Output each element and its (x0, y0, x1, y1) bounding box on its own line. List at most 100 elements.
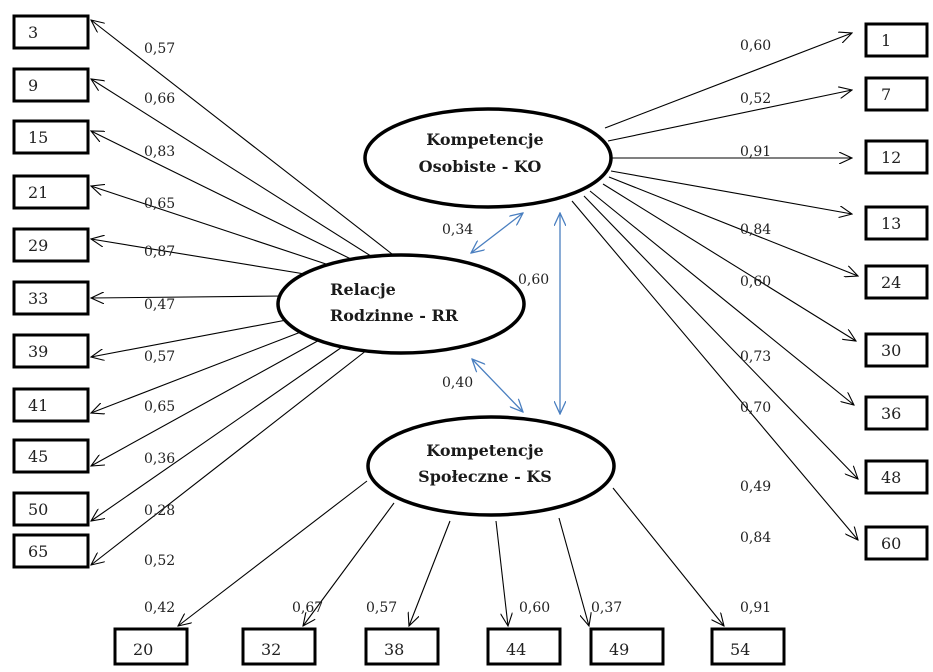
latent-ks-label-line2: Społeczne - KS (418, 467, 552, 486)
loading-arrow-ko-1 (604, 33, 852, 129)
indicator-box-48-label: 48 (881, 468, 901, 487)
loading-label-ks-49: 0,37 (591, 600, 622, 616)
indicator-box-50: 50 (12, 491, 90, 527)
indicator-box-1-frame (864, 22, 929, 58)
indicator-box-65: 65 (12, 533, 90, 569)
indicator-box-39: 39 (12, 333, 90, 369)
loading-label-rr-29: 0,87 (144, 244, 175, 260)
loading-arrow-ko-24 (608, 176, 858, 276)
loading-label-ko-13: 0,84 (740, 222, 771, 238)
latent-ko-label-line2: Osobiste - KO (419, 157, 542, 176)
indicator-box-32-label: 32 (261, 640, 281, 659)
loading-arrow-ks-54 (612, 487, 724, 626)
indicator-box-15-label: 15 (28, 128, 48, 147)
indicator-box-3-label: 3 (28, 23, 38, 42)
indicator-box-33-label: 33 (28, 289, 48, 308)
indicator-box-60: 60 (864, 525, 929, 561)
latent-ko-label-line1: Kompetencje (426, 130, 543, 149)
loading-label-ko-30: 0,73 (740, 349, 771, 365)
loading-arrow-rr-39 (91, 317, 298, 357)
loading-label-ks-38: 0,57 (366, 600, 397, 616)
loading-arrow-rr-15 (91, 131, 360, 264)
indicator-box-41: 41 (12, 387, 90, 423)
loading-arrow-ko-7 (607, 90, 852, 142)
indicator-box-49-label: 49 (609, 640, 629, 659)
loading-label-ks-32: 0,67 (292, 600, 323, 616)
loading-arrow-rr-65 (91, 349, 368, 565)
loading-label-rr-9: 0,66 (144, 91, 175, 107)
indicator-box-29-label: 29 (28, 236, 48, 255)
loading-label-ks-44: 0,60 (519, 600, 550, 616)
correlation-arrows (471, 213, 560, 414)
indicator-box-39-label: 39 (28, 342, 48, 361)
loading-label-ko-24: 0,60 (740, 274, 771, 290)
latent-ks: Kompetencje Społeczne - KS (366, 415, 616, 517)
indicator-box-9: 9 (12, 67, 90, 103)
indicator-box-20-label: 20 (133, 640, 153, 659)
indicator-box-48-frame (864, 459, 929, 495)
indicator-box-24-label: 24 (881, 273, 901, 292)
indicator-box-60-label: 60 (881, 534, 901, 553)
indicator-box-49-frame (589, 627, 665, 666)
indicator-box-30-label: 30 (881, 341, 901, 360)
correlation-arrow-rr-ks (472, 359, 523, 412)
indicator-box-36: 36 (864, 395, 929, 431)
loading-arrow-ks-44 (495, 520, 508, 626)
indicator-box-3: 3 (12, 14, 90, 50)
indicator-box-12-label: 12 (881, 148, 901, 167)
indicator-box-3-frame (12, 14, 90, 50)
indicator-box-65-frame (12, 533, 90, 569)
indicator-box-13-frame (864, 205, 929, 241)
indicator-box-29: 29 (12, 227, 90, 263)
loading-label-ko-36: 0,70 (740, 400, 771, 416)
latent-rr-ellipse (276, 253, 526, 355)
indicator-box-21-label: 21 (28, 183, 48, 202)
loading-arrow-rr-41 (91, 329, 307, 413)
loading-label-rr-21: 0,65 (144, 196, 175, 212)
indicator-box-60-frame (864, 525, 929, 561)
latent-ko: Kompetencje Osobiste - KO (363, 107, 613, 209)
loading-label-ko-12: 0,91 (740, 144, 771, 160)
indicator-box-36-frame (864, 395, 929, 431)
indicator-box-44-label: 44 (506, 640, 526, 659)
indicator-box-65-label: 65 (28, 542, 48, 561)
loading-arrow-rr-33 (91, 296, 284, 298)
loading-arrow-ko-36 (589, 190, 854, 405)
indicator-box-38-frame (364, 627, 440, 666)
indicator-box-21-frame (12, 174, 90, 210)
loading-arrow-rr-29 (91, 239, 318, 277)
indicator-box-15: 15 (12, 119, 90, 155)
indicator-box-21: 21 (12, 174, 90, 210)
correlation-label-ko-ks: 0,60 (518, 272, 549, 288)
indicator-box-1-label: 1 (881, 31, 891, 50)
indicator-box-49: 49 (589, 627, 665, 666)
loading-arrow-ko-30 (602, 183, 856, 341)
indicator-box-45-frame (12, 438, 90, 474)
loading-arrow-rr-45 (91, 337, 324, 466)
indicator-box-54-frame (710, 627, 786, 666)
indicator-box-9-frame (12, 67, 90, 103)
latent-ks-label-line1: Kompetencje (426, 441, 543, 460)
loading-label-rr-65: 0,52 (144, 553, 175, 569)
loading-arrow-ks-49 (558, 517, 589, 626)
loading-label-rr-15: 0,83 (144, 144, 175, 160)
indicator-box-13-label: 13 (881, 214, 901, 233)
indicator-box-12-frame (864, 139, 929, 175)
indicator-box-7-frame (864, 76, 929, 112)
loading-arrow-rr-9 (91, 79, 375, 259)
indicator-box-38-label: 38 (384, 640, 404, 659)
correlation-arrow-ko-rr (471, 213, 523, 253)
path-arrows (91, 20, 858, 626)
loading-label-rr-50: 0,28 (144, 503, 175, 519)
indicator-box-44-frame (486, 627, 562, 666)
indicator-box-30: 30 (864, 332, 929, 368)
indicator-box-32: 32 (241, 627, 317, 666)
loading-arrow-ks-32 (303, 502, 395, 626)
latent-ko-ellipse (363, 107, 613, 209)
latent-rr-label-line2: Rodzinne - RR (330, 306, 459, 325)
indicator-box-32-frame (241, 627, 317, 666)
indicator-box-15-frame (12, 119, 90, 155)
indicator-box-13: 13 (864, 205, 929, 241)
